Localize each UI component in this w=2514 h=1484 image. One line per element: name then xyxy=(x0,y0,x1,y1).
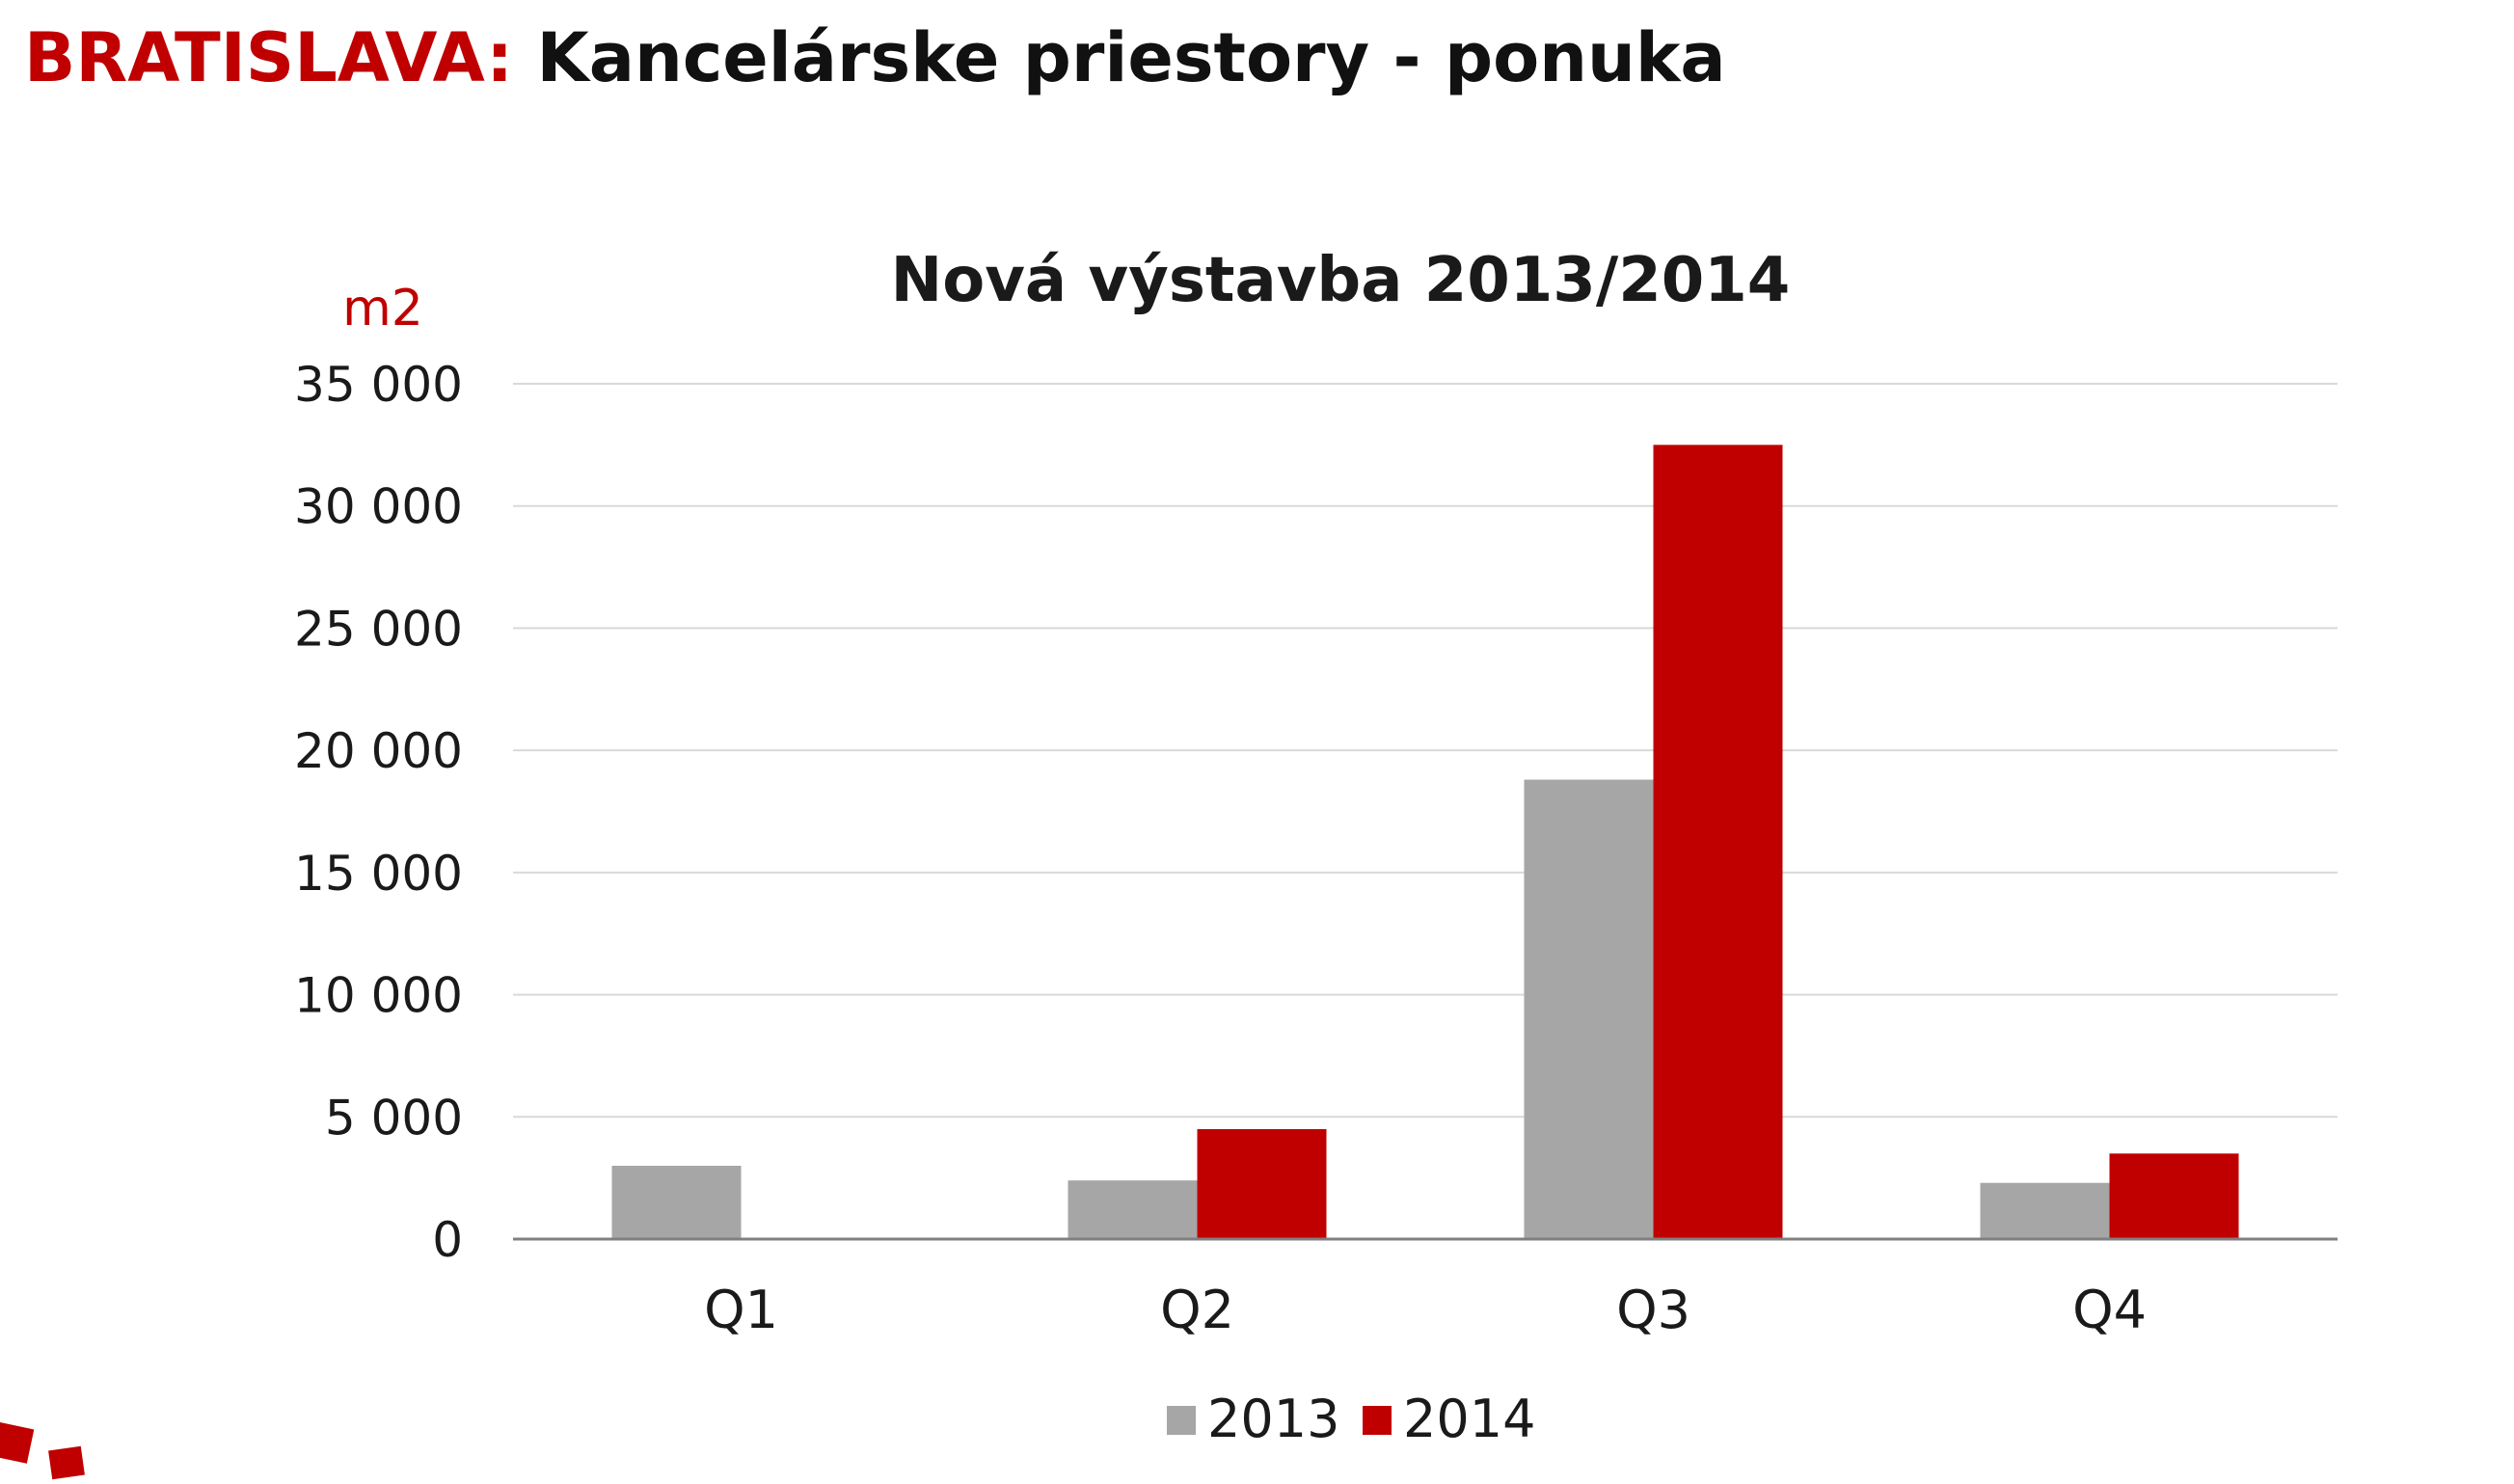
page-title-subject: Kancelárske priestory - ponuka xyxy=(536,18,1726,97)
y-axis-ticks: 0 5 000 10 000 15 000 20 000 25 000 30 000 35 0… xyxy=(294,357,463,1268)
y-tick-label: 35 000 xyxy=(294,357,463,413)
x-tick-label: Q2 xyxy=(1160,1280,1234,1340)
y-tick-label: 5 000 xyxy=(325,1090,463,1146)
logo-square-small xyxy=(48,1445,85,1480)
bar-2014-Q2 xyxy=(1197,1128,1327,1239)
bar-2013-Q1 xyxy=(611,1165,742,1239)
legend-swatch-2013 xyxy=(1167,1406,1196,1435)
y-tick-label: 30 000 xyxy=(294,479,463,535)
bar-2014-Q4 xyxy=(2109,1153,2239,1239)
bar-2013-Q2 xyxy=(1068,1180,1198,1239)
y-axis-unit-label: m2 xyxy=(342,280,423,337)
x-axis-ticks: Q1 Q2 Q3 Q4 xyxy=(704,1280,2147,1340)
y-tick-label: 15 000 xyxy=(294,846,463,902)
legend-label: 2014 xyxy=(1403,1389,1535,1449)
bar-2014-Q3 xyxy=(1653,445,1783,1239)
y-tick-label: 20 000 xyxy=(294,723,463,779)
bar-2013-Q4 xyxy=(1980,1182,2110,1239)
gridlines xyxy=(513,383,2338,1119)
y-tick-label: 0 xyxy=(432,1212,463,1268)
page-title-city: BRATISLAVA: xyxy=(24,18,514,97)
bar-2013-Q3 xyxy=(1524,779,1654,1239)
x-tick-label: Q3 xyxy=(1616,1280,1690,1340)
chart-title: Nová výstavba 2013/2014 xyxy=(891,245,1791,316)
x-tick-label: Q1 xyxy=(704,1280,778,1340)
bars xyxy=(611,445,2239,1239)
y-tick-label: 10 000 xyxy=(294,968,463,1024)
page-title: BRATISLAVA: Kancelárske priestory - ponu… xyxy=(24,8,1726,108)
legend-label: 2013 xyxy=(1207,1389,1339,1449)
x-tick-label: Q4 xyxy=(2072,1280,2147,1340)
legend-swatch-2014 xyxy=(1363,1406,1392,1435)
legend: 2013 2014 xyxy=(1167,1389,1535,1449)
y-tick-label: 25 000 xyxy=(294,601,463,657)
